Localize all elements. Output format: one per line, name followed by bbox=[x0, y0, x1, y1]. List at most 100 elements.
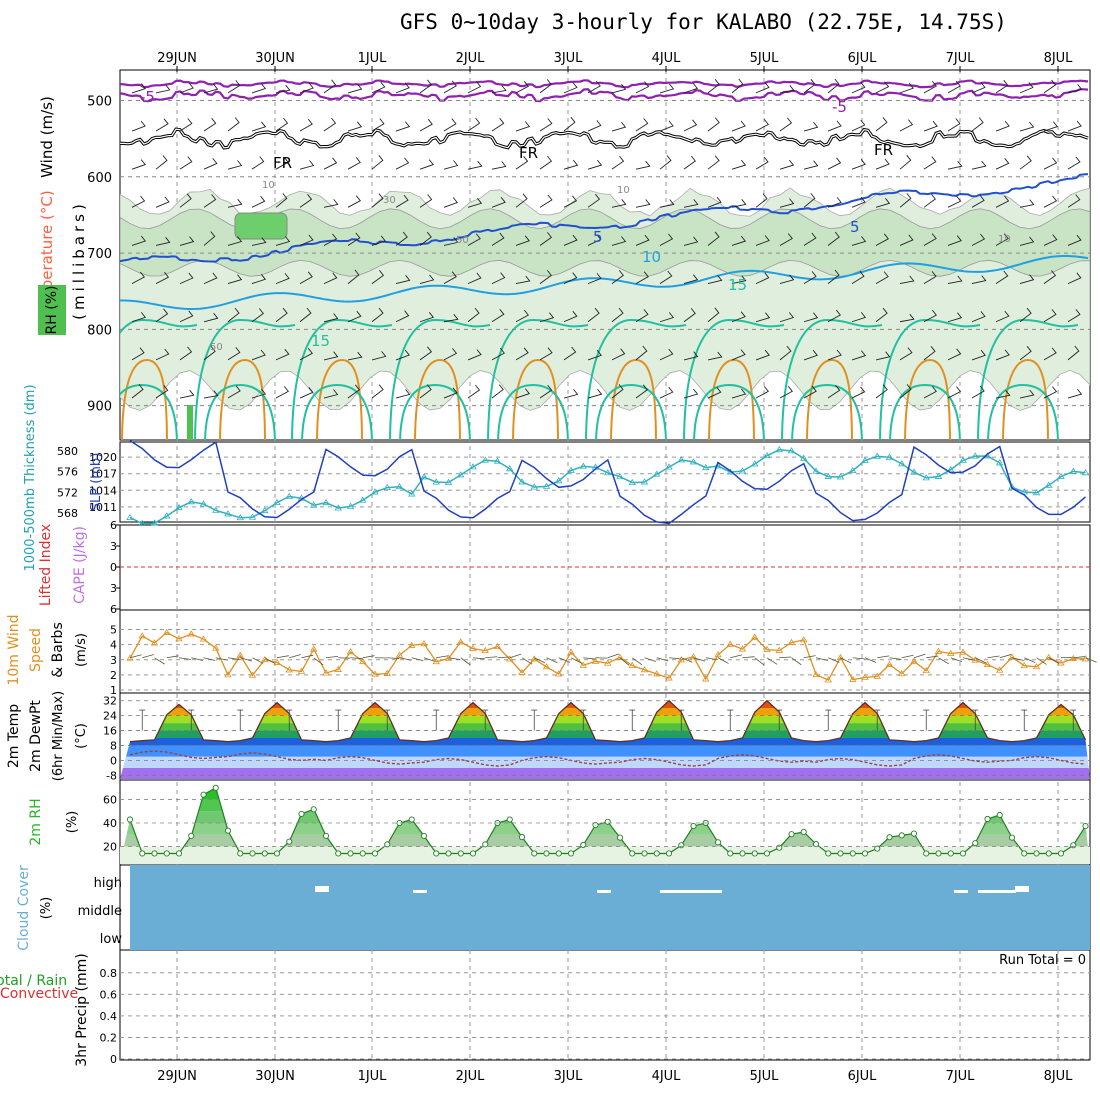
panel-frame-slp bbox=[119, 441, 1091, 523]
wind10-tick-label: 3 bbox=[110, 654, 117, 667]
wind-barb bbox=[563, 310, 578, 323]
wind-barb bbox=[587, 159, 603, 170]
wind-barb bbox=[803, 385, 817, 399]
thickness-marker bbox=[1057, 472, 1065, 480]
wind10-barb bbox=[558, 657, 571, 663]
wind-barb bbox=[443, 160, 459, 170]
thickness-marker bbox=[432, 478, 440, 485]
thickness-marker bbox=[738, 467, 747, 474]
thickness-marker bbox=[824, 472, 832, 479]
wind-barb bbox=[851, 350, 867, 361]
thickness-marker bbox=[677, 456, 685, 463]
wind10-marker bbox=[212, 644, 220, 651]
wind-barb bbox=[1067, 120, 1082, 132]
wind-barb bbox=[179, 118, 193, 132]
wind-barb bbox=[731, 199, 747, 208]
wind-barb bbox=[275, 117, 289, 132]
slp-thickness-panel: 1020 1017 1014 1011 580 576 572 568 1000-500mb T… bbox=[23, 384, 1090, 572]
rh2m-marker bbox=[298, 810, 305, 817]
wind-barb bbox=[875, 158, 890, 170]
wind10-marker bbox=[334, 665, 342, 672]
thickness-marker bbox=[408, 490, 416, 497]
temp-contour-15 bbox=[977, 318, 1079, 440]
thickness-marker bbox=[861, 456, 869, 464]
wind-barb bbox=[611, 84, 627, 94]
cloud-gap bbox=[978, 890, 1016, 893]
wind-barb bbox=[611, 348, 626, 361]
li-tick-label: 6 bbox=[110, 603, 117, 616]
date-label-bottom: 6JUL bbox=[848, 1069, 878, 1084]
wind-barb bbox=[683, 119, 698, 132]
rh-tick-label: 40 bbox=[103, 817, 117, 830]
wind-barb bbox=[371, 351, 387, 361]
wind-barb bbox=[563, 346, 577, 361]
temp-contour-25 bbox=[316, 358, 363, 440]
wind-barb bbox=[467, 81, 482, 94]
wind-barb bbox=[227, 160, 243, 170]
contour-label: 10 bbox=[998, 234, 1011, 245]
wind-barb bbox=[995, 79, 1009, 94]
wind-barb bbox=[1067, 194, 1081, 208]
wind10-barb bbox=[485, 656, 498, 659]
rh2m-marker bbox=[347, 850, 354, 857]
wind-barb bbox=[563, 389, 579, 399]
wind-barb bbox=[827, 157, 842, 170]
contour-label: 10 bbox=[262, 180, 275, 191]
wind-barb bbox=[707, 231, 720, 246]
wind-barb bbox=[587, 273, 602, 285]
precip-panel: 0.8 0.6 0.4 0.2 0 Run Total = 0 Total / RainCo… bbox=[0, 953, 1090, 1067]
wind-barb bbox=[323, 117, 337, 132]
wind10-barb bbox=[546, 657, 558, 664]
wind-barb bbox=[683, 274, 699, 285]
wind-barb bbox=[251, 349, 266, 361]
thickness-marker bbox=[261, 506, 269, 514]
wind10-marker bbox=[236, 651, 244, 658]
thickness-marker bbox=[885, 453, 894, 460]
mb-tick-label: 500 bbox=[87, 95, 112, 110]
wind-barb bbox=[203, 231, 216, 246]
wind-barb bbox=[419, 118, 433, 132]
wind-barb bbox=[683, 236, 699, 246]
rh2m-marker bbox=[751, 850, 758, 857]
wind10-marker bbox=[898, 669, 906, 677]
wind-barb bbox=[659, 386, 674, 399]
wind-barb bbox=[443, 80, 457, 94]
wind10-marker bbox=[518, 668, 526, 675]
thickness-marker bbox=[1008, 483, 1016, 490]
wind-barb bbox=[683, 155, 696, 170]
wind-barb bbox=[299, 160, 315, 170]
date-label-bottom: 8JUL bbox=[1044, 1069, 1074, 1084]
rh2m-unit-label: (%) bbox=[65, 811, 80, 834]
wind-barb bbox=[803, 79, 816, 94]
temp-contour-20 bbox=[399, 383, 471, 440]
wind-barb bbox=[227, 347, 241, 361]
thickness-marker bbox=[800, 454, 808, 461]
wind-barb bbox=[275, 84, 291, 94]
wind-barb bbox=[995, 233, 1009, 246]
wind10-marker bbox=[395, 651, 404, 658]
thickness-marker bbox=[922, 474, 930, 481]
wind-barb bbox=[971, 350, 986, 361]
wind-barb bbox=[155, 118, 169, 132]
wind10-barb bbox=[497, 656, 510, 659]
wind10-marker bbox=[849, 675, 857, 683]
thickness-marker bbox=[971, 452, 979, 459]
temp-band bbox=[120, 708, 1090, 716]
wind-barb bbox=[587, 80, 601, 94]
wind-barb bbox=[419, 194, 433, 208]
wind-barb bbox=[803, 350, 818, 361]
wind-barb bbox=[443, 271, 457, 284]
wind10-barb bbox=[975, 657, 987, 664]
wind-barb bbox=[947, 80, 961, 94]
thickness-marker bbox=[334, 504, 342, 511]
thickness-marker bbox=[604, 468, 612, 476]
wind-barb bbox=[1043, 309, 1057, 323]
wind-barb bbox=[443, 197, 458, 208]
wind10-barb bbox=[1048, 657, 1060, 664]
wind-barb bbox=[227, 80, 241, 94]
wind10-marker bbox=[542, 663, 551, 670]
wind10-barb bbox=[203, 657, 216, 661]
wind-barb bbox=[179, 346, 193, 361]
wind-barb bbox=[755, 235, 770, 246]
thickness-marker bbox=[444, 478, 453, 485]
